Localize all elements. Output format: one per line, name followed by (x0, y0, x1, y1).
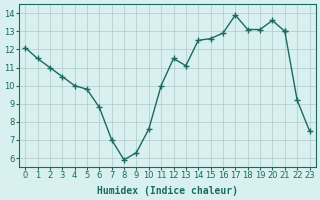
X-axis label: Humidex (Indice chaleur): Humidex (Indice chaleur) (97, 186, 238, 196)
